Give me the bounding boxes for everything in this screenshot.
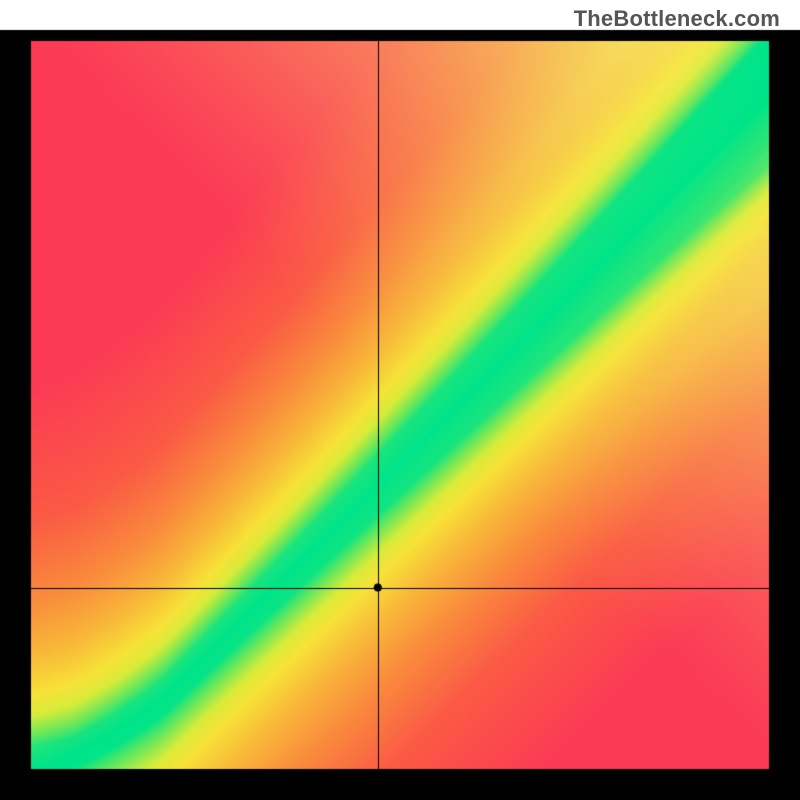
bottleneck-heatmap xyxy=(0,0,800,800)
watermark-text: TheBottleneck.com xyxy=(574,6,780,32)
